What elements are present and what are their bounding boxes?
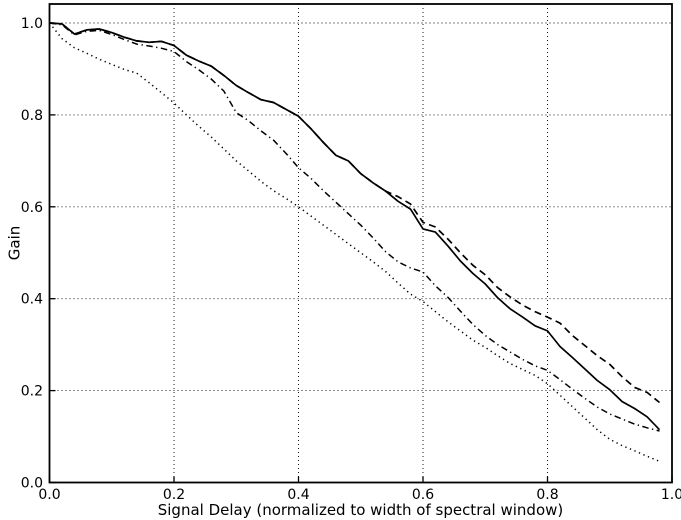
y-tick-label: 0.6 xyxy=(21,200,43,216)
x-tick-label: 0.2 xyxy=(163,487,185,503)
plot-border xyxy=(48,3,673,484)
y-tick-label: 1.0 xyxy=(21,16,43,32)
y-tick-label: 0.0 xyxy=(21,476,43,492)
dotted-line xyxy=(48,22,660,463)
y-tick-label: 0.2 xyxy=(21,384,43,400)
x-axis-label: Signal Delay (normalized to width of spe… xyxy=(157,501,564,519)
axes-frame xyxy=(48,3,673,484)
dashed-line xyxy=(49,22,661,404)
y-axis-label: Gain xyxy=(5,225,23,261)
y-tick-label: 0.4 xyxy=(21,292,43,308)
x-tick-label: 0.8 xyxy=(536,487,558,503)
tick-labels: 0.0 0.2 0.4 0.6 0.8 1.0 0.0 0.2 0.4 0.6 0.8 1.0 xyxy=(21,16,681,503)
x-tick-label: 1.0 xyxy=(661,487,681,503)
x-tick-label: 0.0 xyxy=(38,487,60,503)
series-lines xyxy=(48,22,661,463)
x-tick-label: 0.6 xyxy=(412,487,434,503)
solid-line xyxy=(49,22,661,431)
axis-ticks xyxy=(48,22,673,484)
x-tick-label: 0.4 xyxy=(287,487,309,503)
y-tick-label: 0.8 xyxy=(21,108,43,124)
dash-dot-line xyxy=(49,22,660,432)
gridlines xyxy=(49,4,672,483)
